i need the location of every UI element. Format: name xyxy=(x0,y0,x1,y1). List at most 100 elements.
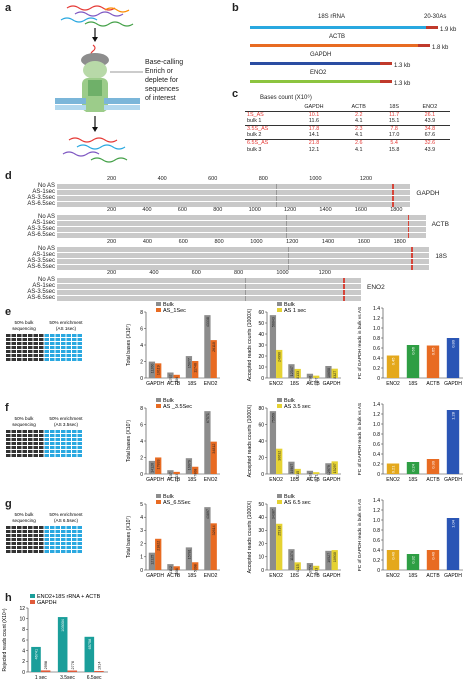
data-label: 3920 xyxy=(308,473,312,481)
data-label: 2608 xyxy=(175,568,179,576)
ruler-tick: 800 xyxy=(234,270,244,276)
x-tick-label: 6.5sec xyxy=(87,675,102,681)
table-row: bulk 2 14.1 4.1 17.0 67.6 xyxy=(245,132,450,140)
bar-as xyxy=(192,466,199,474)
schematic-right-label: 50% enrichment xyxy=(49,320,83,325)
panel-a-caption: Base-calling Enrich or deplete for seque… xyxy=(145,59,184,102)
ruler-tick: 200 xyxy=(107,239,117,245)
data-label: 0.40 xyxy=(431,551,436,560)
bar-as xyxy=(294,368,301,378)
sample-label: AS-1sec xyxy=(32,189,55,195)
data-label: 4107 xyxy=(169,472,173,480)
variant-mark xyxy=(343,284,345,289)
x-tick-label: ACTB xyxy=(426,477,440,483)
y-tick-label: 0.8 xyxy=(373,432,380,438)
track-name: GAPDH xyxy=(310,52,332,58)
coverage-mark xyxy=(276,196,278,201)
data-label: 34387 xyxy=(271,509,275,519)
coverage-track xyxy=(57,278,361,283)
data-label: 46741 xyxy=(35,649,39,660)
bar-bulk xyxy=(167,564,174,570)
bar-fc xyxy=(406,345,420,378)
bar-as xyxy=(173,374,180,378)
bar-bulk xyxy=(204,315,211,378)
panel-c-letter: c xyxy=(232,88,239,100)
bar-fc xyxy=(386,355,400,378)
coverage-track xyxy=(57,259,430,264)
data-label: 2107 xyxy=(315,378,319,386)
polya-tail-bar xyxy=(380,80,392,83)
y-tick-label: 20 xyxy=(258,541,264,547)
rejected-reads-chart: Rejected reads count (X10⁴) 0 2 4 6 8 10 12 ENO2… xyxy=(2,594,108,681)
coverage-track xyxy=(57,190,411,195)
y-tick-label: 6 xyxy=(140,326,143,332)
schematic-right-label: (AS 3.5sec) xyxy=(54,422,78,427)
table-cell: 6.5S_AS xyxy=(247,139,269,146)
bar-as xyxy=(276,448,283,474)
y-tick-label: 2 xyxy=(140,541,143,547)
y-tick-label: 1.0 xyxy=(373,518,380,524)
variant-mark xyxy=(343,278,345,283)
coverage-track xyxy=(57,215,426,220)
variant-mark xyxy=(343,290,345,295)
x-tick-label: 18S xyxy=(188,381,198,387)
table-header-row: GAPDH ACTB 18S ENO2 xyxy=(245,104,450,112)
bar-as xyxy=(210,523,217,570)
sample-label: AS-3.5sec xyxy=(27,289,55,295)
panel-letter: g xyxy=(5,498,12,510)
data-label: 1.04 xyxy=(451,519,456,528)
y-tick-label: 50 xyxy=(258,502,264,508)
ruler-tick: 1200 xyxy=(286,239,299,245)
data-label: 1914 xyxy=(97,662,101,670)
bar-bulk xyxy=(325,365,332,378)
y-axis-label: FC of GAPDH reads in bulk vs AS xyxy=(357,403,363,475)
x-tick-label: ACTB xyxy=(426,573,440,579)
data-label: 0.80 xyxy=(451,339,456,348)
x-tick-label: 18S xyxy=(188,573,198,579)
y-tick-label: 1 xyxy=(140,555,143,561)
ruler-tick: 400 xyxy=(142,207,152,213)
variant-mark xyxy=(343,296,345,301)
bar-group2 xyxy=(94,670,104,672)
bar-as xyxy=(210,340,217,378)
data-label: 34812 xyxy=(212,444,216,454)
ruler-tick: 1200 xyxy=(359,176,373,182)
ruler-tick: 1200 xyxy=(318,270,331,276)
schematic-left-label: 50% bulk xyxy=(15,320,35,325)
y-tick-label: 0 xyxy=(377,472,380,478)
x-tick-label: ACTB xyxy=(167,477,181,483)
coverage-mark xyxy=(287,265,289,270)
coverage-track xyxy=(57,253,430,258)
data-label: 10930 xyxy=(333,552,337,562)
table-cell: 2.6 xyxy=(354,139,363,146)
schematic-right-label: 50% enrichment xyxy=(49,512,83,517)
data-label: 0.45 xyxy=(391,357,396,366)
table-cell: 4.1 xyxy=(338,132,379,140)
y-tick-label: 8 xyxy=(22,627,25,633)
bar-bulk xyxy=(306,373,314,378)
y-tick-label: 0.2 xyxy=(373,366,380,372)
y-tick-label: 0.8 xyxy=(373,528,380,534)
y-tick-label: 0.2 xyxy=(373,462,380,468)
table-cell: 4.1 xyxy=(354,146,363,153)
coverage-track xyxy=(57,202,411,207)
y-axis-label: FC of GAPDH reads in bulk vs AS xyxy=(357,307,363,379)
accepted-reads-chart: Accepted reads counts (1000X) 0 10 20 30 40 50… xyxy=(247,302,341,387)
table-cell: 10.1 xyxy=(308,111,320,118)
polya-tail-label: 20-30As xyxy=(424,14,447,20)
table-cell: 11.6 xyxy=(289,118,339,126)
coverage-track xyxy=(57,221,426,226)
bar-bulk xyxy=(185,458,193,474)
panel-b: 18S rRNA 20-30As 1.9 kb ACTB 1.8 kb GAPDH 1.… xyxy=(240,10,470,90)
bar-group1 xyxy=(57,617,68,672)
y-tick-label: 20 xyxy=(258,354,264,360)
data-label: 2776 xyxy=(71,661,75,669)
variant-mark xyxy=(407,227,410,232)
bar-fc xyxy=(446,410,460,474)
ruler-tick: 1400 xyxy=(319,207,332,213)
x-tick-label: GAPDH xyxy=(146,477,164,483)
transcript-size: 1.3 kb xyxy=(394,63,411,69)
